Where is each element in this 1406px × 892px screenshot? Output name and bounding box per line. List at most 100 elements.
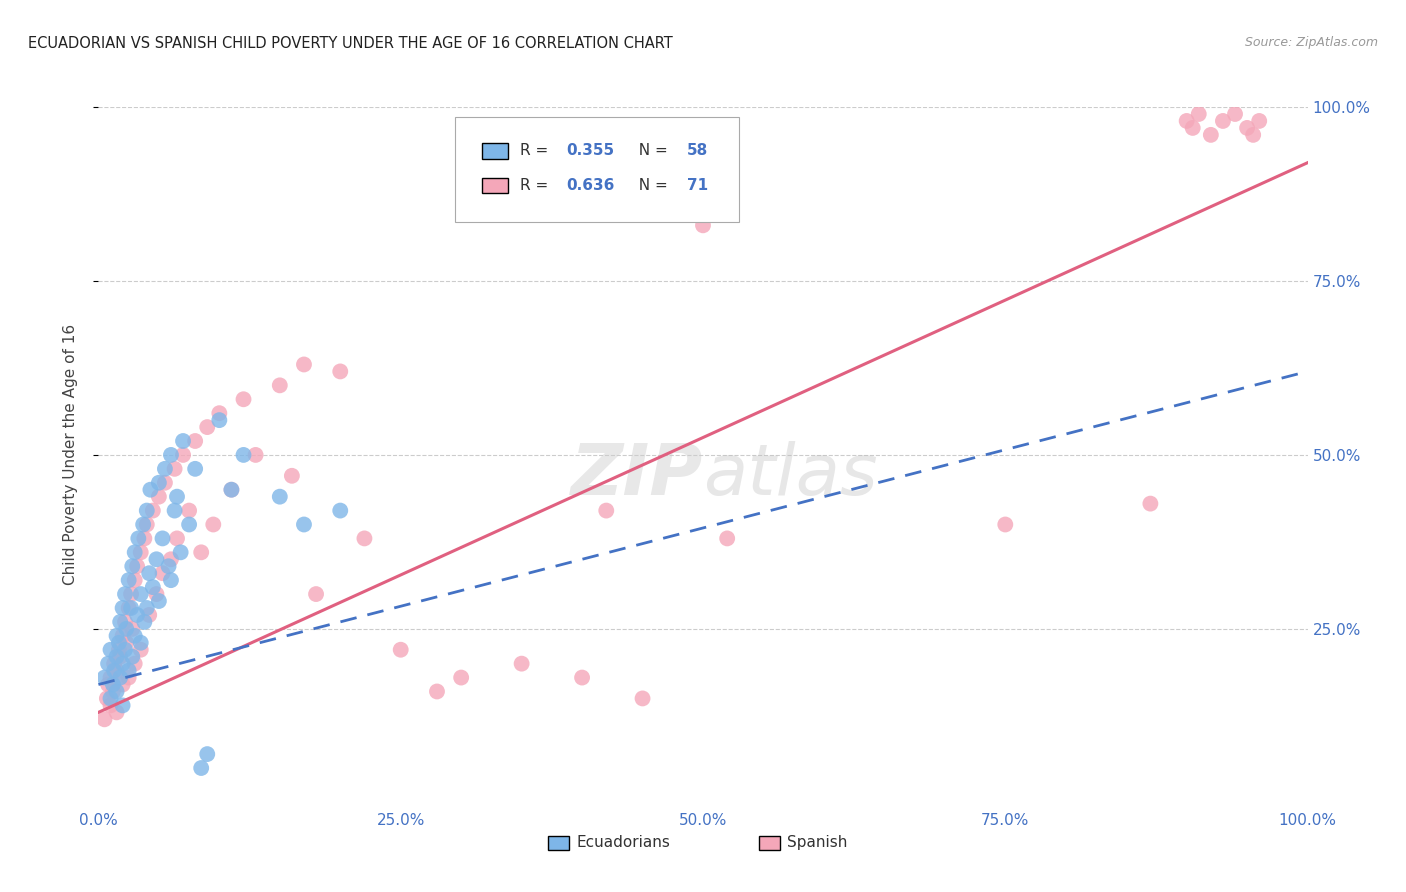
Point	[1188, 107, 1211, 121]
Point	[292, 358, 315, 372]
Point	[232, 448, 254, 462]
Point	[179, 503, 201, 517]
Point	[108, 649, 131, 664]
Point	[124, 545, 146, 559]
Point	[118, 671, 141, 685]
Point	[138, 607, 160, 622]
Point	[160, 573, 183, 587]
Point	[132, 517, 155, 532]
Point	[1199, 128, 1222, 142]
Point	[450, 671, 472, 685]
Point	[160, 448, 183, 462]
Point	[142, 503, 165, 517]
Point	[1241, 128, 1264, 142]
Point	[121, 649, 143, 664]
Point	[329, 503, 352, 517]
Point	[124, 573, 146, 587]
Text: 71: 71	[688, 178, 709, 194]
Point	[269, 490, 291, 504]
Point	[179, 517, 201, 532]
FancyBboxPatch shape	[548, 837, 569, 849]
Point	[994, 517, 1017, 532]
Point	[1181, 120, 1204, 135]
Point	[148, 475, 170, 490]
Point	[153, 462, 176, 476]
Point	[108, 642, 131, 657]
Point	[135, 601, 157, 615]
Point	[100, 698, 122, 713]
Point	[124, 629, 146, 643]
Point	[101, 677, 124, 691]
Point	[118, 664, 141, 678]
Point	[184, 434, 207, 448]
FancyBboxPatch shape	[482, 178, 509, 194]
Point	[1249, 114, 1271, 128]
Point	[221, 483, 243, 497]
Text: atlas: atlas	[703, 442, 877, 510]
Point	[115, 622, 138, 636]
Point	[163, 503, 186, 517]
Point	[111, 677, 134, 691]
Point	[120, 587, 142, 601]
Text: ZIP: ZIP	[571, 442, 703, 510]
Point	[202, 517, 225, 532]
Point	[245, 448, 267, 462]
Point	[166, 532, 188, 546]
Point	[1223, 107, 1246, 121]
Point	[121, 622, 143, 636]
Point	[329, 364, 352, 378]
Point	[129, 587, 152, 601]
Point	[1236, 120, 1258, 135]
Point	[163, 462, 186, 476]
Point	[127, 532, 149, 546]
Text: N =: N =	[630, 178, 673, 194]
Text: N =: N =	[630, 144, 673, 159]
Y-axis label: Child Poverty Under the Age of 16: Child Poverty Under the Age of 16	[63, 325, 77, 585]
Point	[195, 747, 218, 761]
Point	[426, 684, 449, 698]
Point	[138, 566, 160, 581]
Point	[135, 517, 157, 532]
Point	[631, 691, 654, 706]
Point	[111, 698, 134, 713]
Point	[716, 532, 738, 546]
Point	[292, 517, 315, 532]
Point	[103, 657, 125, 671]
Point	[124, 657, 146, 671]
Point	[172, 448, 194, 462]
Point	[389, 642, 412, 657]
Point	[121, 559, 143, 574]
FancyBboxPatch shape	[456, 118, 740, 222]
Point	[152, 532, 174, 546]
Point	[114, 642, 136, 657]
Text: ECUADORIAN VS SPANISH CHILD POVERTY UNDER THE AGE OF 16 CORRELATION CHART: ECUADORIAN VS SPANISH CHILD POVERTY UNDE…	[28, 36, 673, 51]
Text: 58: 58	[688, 144, 709, 159]
Text: Source: ZipAtlas.com: Source: ZipAtlas.com	[1244, 36, 1378, 49]
Point	[114, 615, 136, 629]
Point	[105, 664, 128, 678]
Point	[105, 629, 128, 643]
Point	[232, 392, 254, 407]
Point	[595, 503, 617, 517]
Point	[157, 559, 180, 574]
Text: R =: R =	[520, 178, 554, 194]
FancyBboxPatch shape	[482, 144, 509, 159]
Point	[142, 580, 165, 594]
Point	[129, 642, 152, 657]
Point	[96, 691, 118, 706]
Point	[692, 219, 714, 233]
Point	[160, 552, 183, 566]
Point	[135, 503, 157, 517]
Point	[134, 615, 156, 629]
Point	[129, 636, 152, 650]
Point	[100, 642, 122, 657]
Text: R =: R =	[520, 144, 554, 159]
Text: 0.355: 0.355	[567, 144, 614, 159]
Point	[208, 406, 231, 420]
Point	[114, 587, 136, 601]
Point	[139, 483, 162, 497]
Point	[105, 649, 128, 664]
Point	[353, 532, 375, 546]
Point	[152, 566, 174, 581]
Point	[145, 587, 167, 601]
